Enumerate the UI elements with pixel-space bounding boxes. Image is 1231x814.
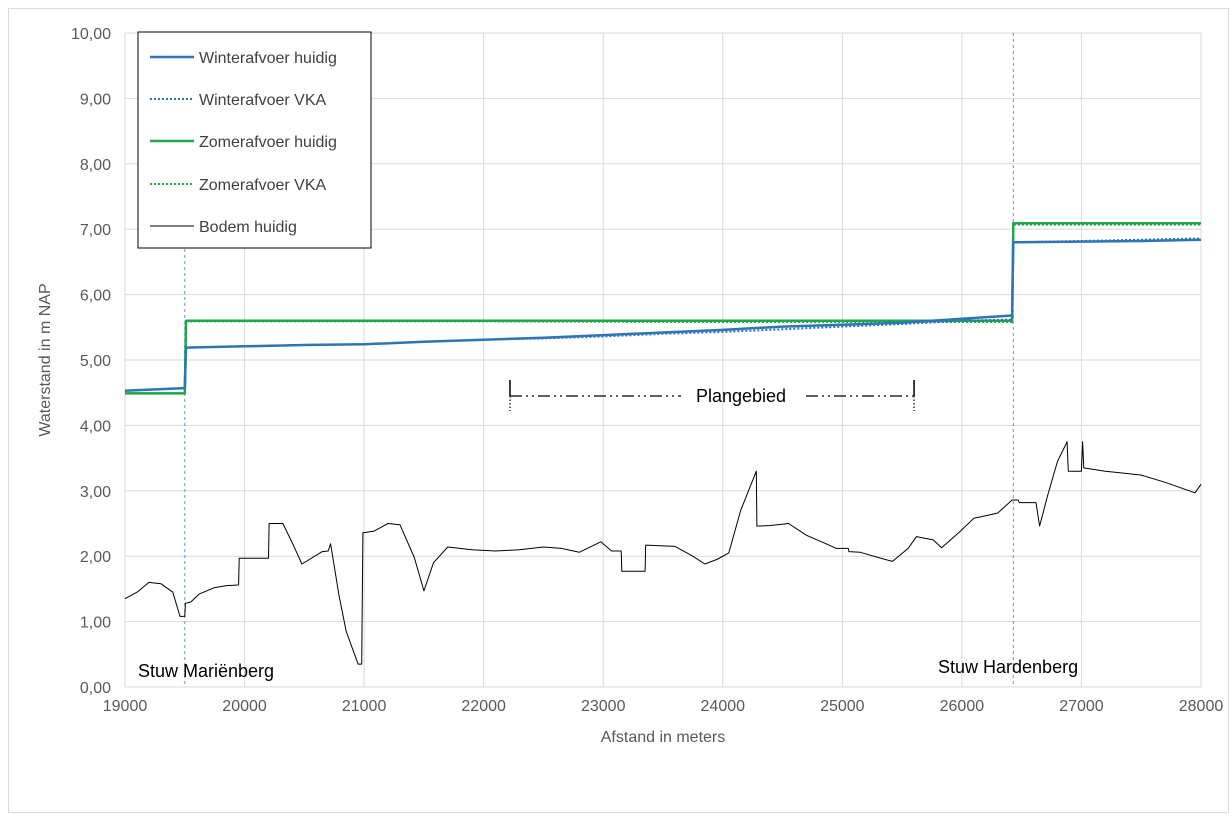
- series-line-1: [124, 237, 1202, 392]
- y-tick-label: 4,00: [80, 418, 111, 435]
- plangebied-label: Plangebied: [696, 386, 786, 406]
- x-tick-label: 26000: [940, 698, 985, 715]
- legend-label-1: Winterafvoer VKA: [199, 92, 326, 109]
- x-tick-label: 24000: [701, 698, 746, 715]
- y-tick-label: 1,00: [80, 615, 111, 632]
- y-tick-labels: 0,00 1,00 2,00 3,00 4,00 5,00 6,00 7,00 8,00 9,00…: [71, 26, 111, 697]
- legend: Winterafvoer huidig Winterafvoer VKA Zomer…: [137, 31, 372, 249]
- legend-label-2: Zomerafvoer huidig: [199, 134, 337, 151]
- y-tick-label: 6,00: [80, 288, 111, 305]
- legend-label-0: Winterafvoer huidig: [199, 50, 337, 67]
- x-tick-label: 20000: [222, 698, 267, 715]
- x-axis-label: Afstand in meters: [601, 729, 726, 746]
- x-tick-label: 21000: [342, 698, 387, 715]
- y-tick-label: 7,00: [80, 222, 111, 239]
- x-tick-label: 22000: [461, 698, 506, 715]
- y-tick-label: 9,00: [80, 91, 111, 108]
- legend-label-4: Bodem huidig: [199, 219, 297, 236]
- series-line-2: [125, 222, 1201, 395]
- legend-label-3: Zomerafvoer VKA: [199, 177, 326, 194]
- y-tick-label: 10,00: [71, 26, 111, 43]
- x-tick-label: 27000: [1059, 698, 1104, 715]
- x-tick-label: 28000: [1179, 698, 1224, 715]
- series-line-0: [124, 238, 1202, 392]
- x-tick-label: 19000: [103, 698, 148, 715]
- series-line-3: [125, 223, 1201, 395]
- x-tick-label: 25000: [820, 698, 865, 715]
- y-tick-label: 3,00: [80, 484, 111, 501]
- series-lines: [124, 222, 1202, 665]
- x-tick-labels: 19000 20000 21000 22000 23000 24000 25000 26000…: [103, 698, 1224, 715]
- annotation-stuw-hardenberg: Stuw Hardenberg: [938, 657, 1078, 677]
- series-line-4: [124, 441, 1202, 665]
- y-tick-label: 0,00: [80, 680, 111, 697]
- y-tick-label: 2,00: [80, 549, 111, 566]
- y-tick-label: 8,00: [80, 157, 111, 174]
- x-tick-label: 23000: [581, 698, 626, 715]
- y-tick-label: 5,00: [80, 353, 111, 370]
- annotation-stuw-marienberg: Stuw Mariënberg: [138, 661, 274, 681]
- plangebied-marker: Plangebied: [509, 379, 915, 411]
- y-axis-label: Waterstand in m NAP: [37, 283, 54, 436]
